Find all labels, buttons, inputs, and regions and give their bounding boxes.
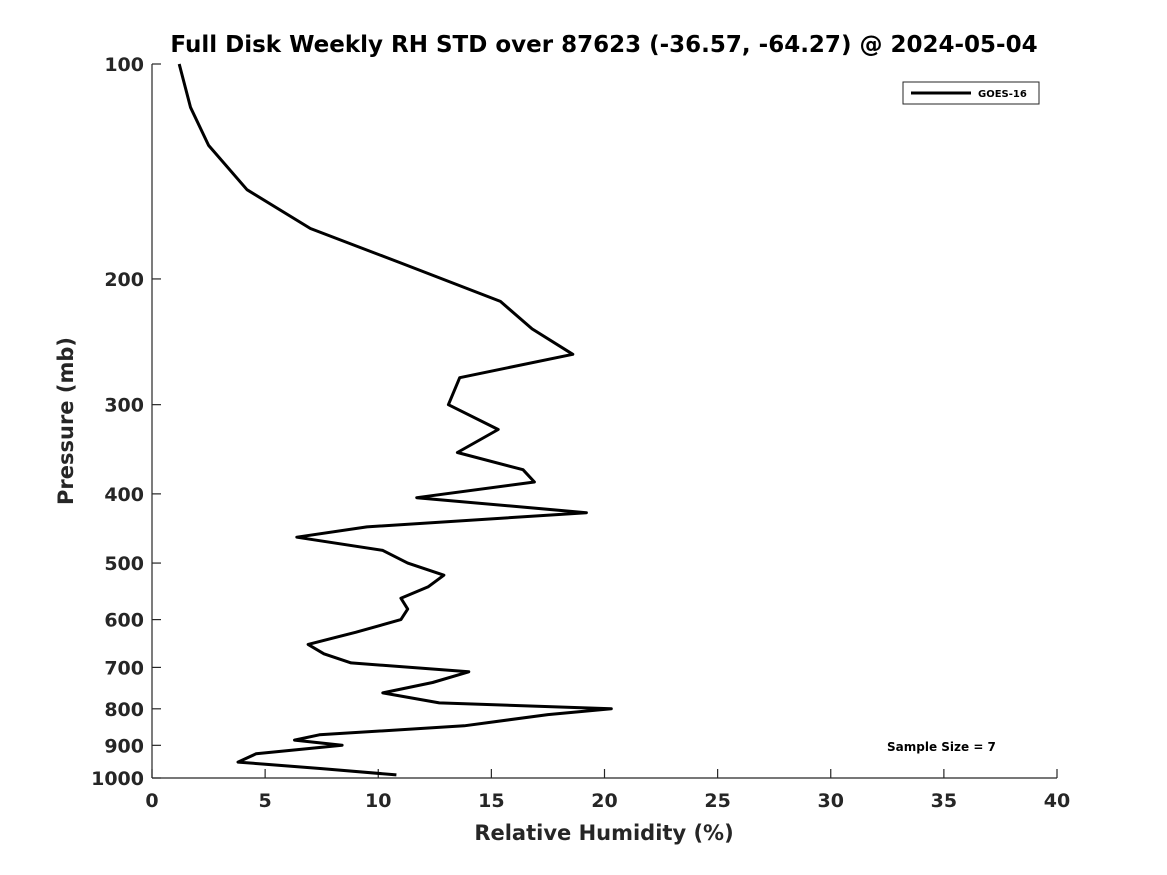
x-tick-label: 15: [478, 790, 504, 812]
y-tick-label: 400: [104, 484, 144, 506]
x-tick-label: 35: [931, 790, 957, 812]
y-tick-label: 300: [104, 395, 144, 417]
legend: GOES-16: [902, 81, 1040, 105]
y-tick-label: 500: [104, 553, 144, 575]
x-tick-label: 40: [1044, 790, 1070, 812]
y-axis-ticks: 100 200 300 400 500 600 700 800 900 1000: [91, 54, 161, 790]
x-tick-label: 0: [145, 790, 158, 812]
x-tick-label: 20: [591, 790, 617, 812]
x-tick-label: 5: [259, 790, 272, 812]
sample-size-annotation: Sample Size = 7: [887, 740, 996, 754]
series-line-goes-16: [177, 63, 613, 777]
chart-title: Full Disk Weekly RH STD over 87623 (-36.…: [170, 32, 1037, 58]
y-tick-label: 100: [104, 54, 144, 76]
x-axis-ticks: 0 5 10 15 20 25 30 35 40: [145, 769, 1070, 812]
y-tick-label: 800: [104, 699, 144, 721]
legend-label-goes-16: GOES-16: [978, 89, 1027, 100]
y-tick-label: 1000: [91, 768, 144, 790]
x-tick-label: 30: [818, 790, 844, 812]
x-tick-label: 10: [365, 790, 391, 812]
x-tick-label: 25: [704, 790, 730, 812]
y-tick-label: 600: [104, 610, 144, 632]
x-axis-label: Relative Humidity (%): [474, 821, 733, 845]
y-tick-label: 900: [104, 735, 144, 757]
y-tick-label: 200: [104, 269, 144, 291]
y-axis-label: Pressure (mb): [54, 337, 78, 505]
y-tick-label: 700: [104, 657, 144, 679]
